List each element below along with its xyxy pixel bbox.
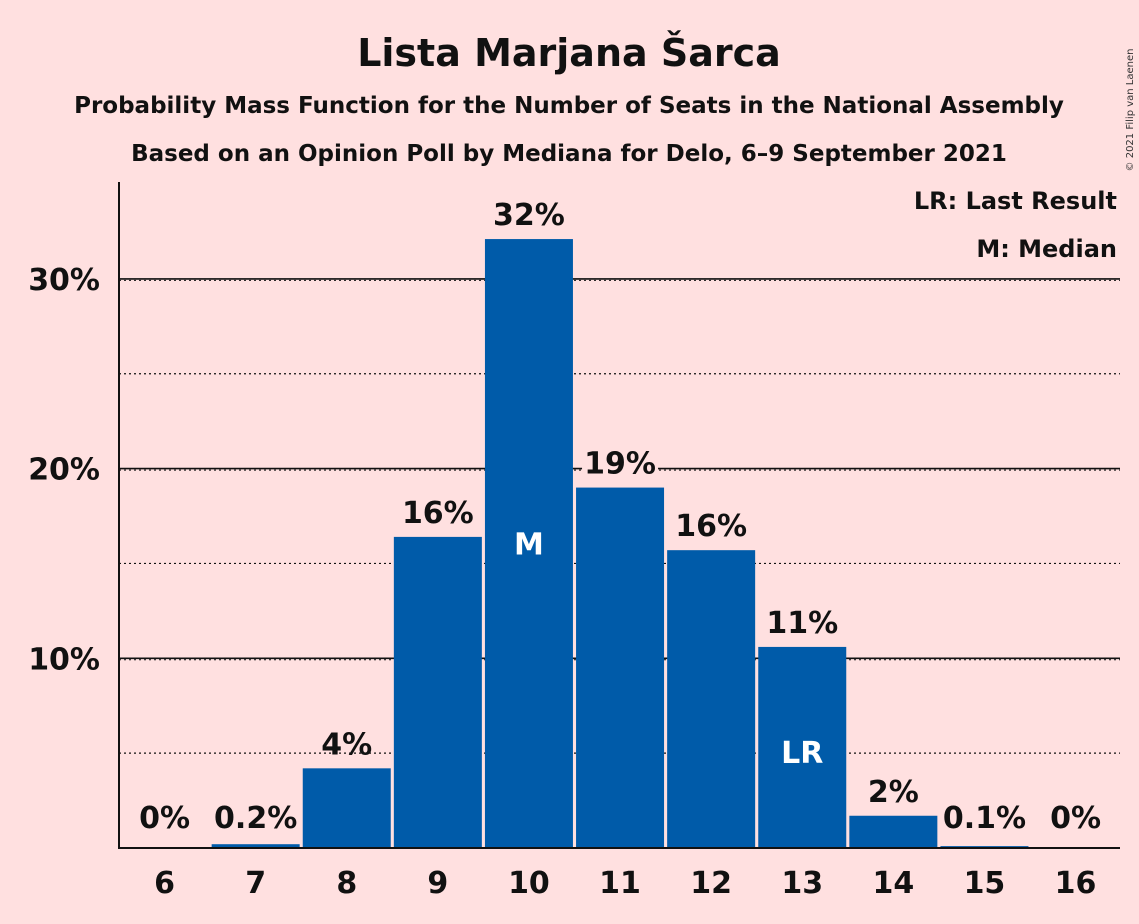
data-label-seats-7: 0.2% <box>214 801 297 836</box>
x-tick-label: 12 <box>690 866 732 901</box>
chart-subtitle-2: Based on an Opinion Poll by Mediana for … <box>131 141 1007 167</box>
data-label-seats-13: 11% <box>766 606 838 641</box>
x-tick-label: 11 <box>599 866 641 901</box>
data-label-seats-10: 32% <box>493 198 565 233</box>
x-tick-label: 14 <box>872 866 914 901</box>
x-tick-label: 9 <box>427 866 448 901</box>
bar-seats-8 <box>302 768 391 848</box>
y-axis-ticks: 10% 20% 30% <box>28 263 100 677</box>
bar-seats-7 <box>211 844 300 848</box>
legend-last-result: LR: Last Result <box>914 187 1117 215</box>
data-label-seats-16: 0% <box>1050 801 1101 836</box>
bar-seats-11 <box>576 487 665 848</box>
y-tick-label: 10% <box>28 642 100 677</box>
chart-title: Lista Marjana Šarca <box>357 31 781 75</box>
bar-seats-13 <box>758 646 847 848</box>
bar-marker-lr: LR <box>781 736 823 771</box>
data-label-seats-9: 16% <box>402 496 474 531</box>
x-tick-label: 13 <box>781 866 823 901</box>
data-label-seats-14: 2% <box>868 775 919 810</box>
x-tick-label: 16 <box>1055 866 1097 901</box>
data-label-seats-8: 4% <box>321 727 372 762</box>
chart-subtitle-1: Probability Mass Function for the Number… <box>74 93 1064 119</box>
data-label-seats-11: 19% <box>584 447 656 482</box>
bar-seats-12 <box>667 550 756 848</box>
bar-seats-9 <box>393 536 482 848</box>
legend-median: M: Median <box>976 235 1117 263</box>
label-backdrop <box>582 443 659 480</box>
bar-seats-10 <box>484 239 573 849</box>
x-tick-label: 6 <box>154 866 175 901</box>
copyright-note: © 2021 Filip van Laenen <box>1125 49 1136 172</box>
x-tick-label: 8 <box>336 866 357 901</box>
bars <box>211 239 1029 849</box>
x-tick-label: 7 <box>245 866 266 901</box>
data-label-seats-15: 0.1% <box>943 801 1026 836</box>
bar-marker-m: M <box>514 528 544 563</box>
data-labels: 0% 0.2% 4% 16% 32% M 19% 16% 11% LR 2% 0.1% 0% <box>139 198 1101 836</box>
x-axis-ticks: 6 7 8 9 10 11 12 13 14 15 16 <box>154 866 1096 901</box>
data-label-seats-6: 0% <box>139 801 190 836</box>
data-label-seats-12: 16% <box>675 509 747 544</box>
y-tick-label: 30% <box>28 263 100 298</box>
y-tick-label: 20% <box>28 453 100 488</box>
x-tick-label: 15 <box>964 866 1006 901</box>
x-tick-label: 10 <box>508 866 550 901</box>
bar-seats-14 <box>849 815 938 848</box>
